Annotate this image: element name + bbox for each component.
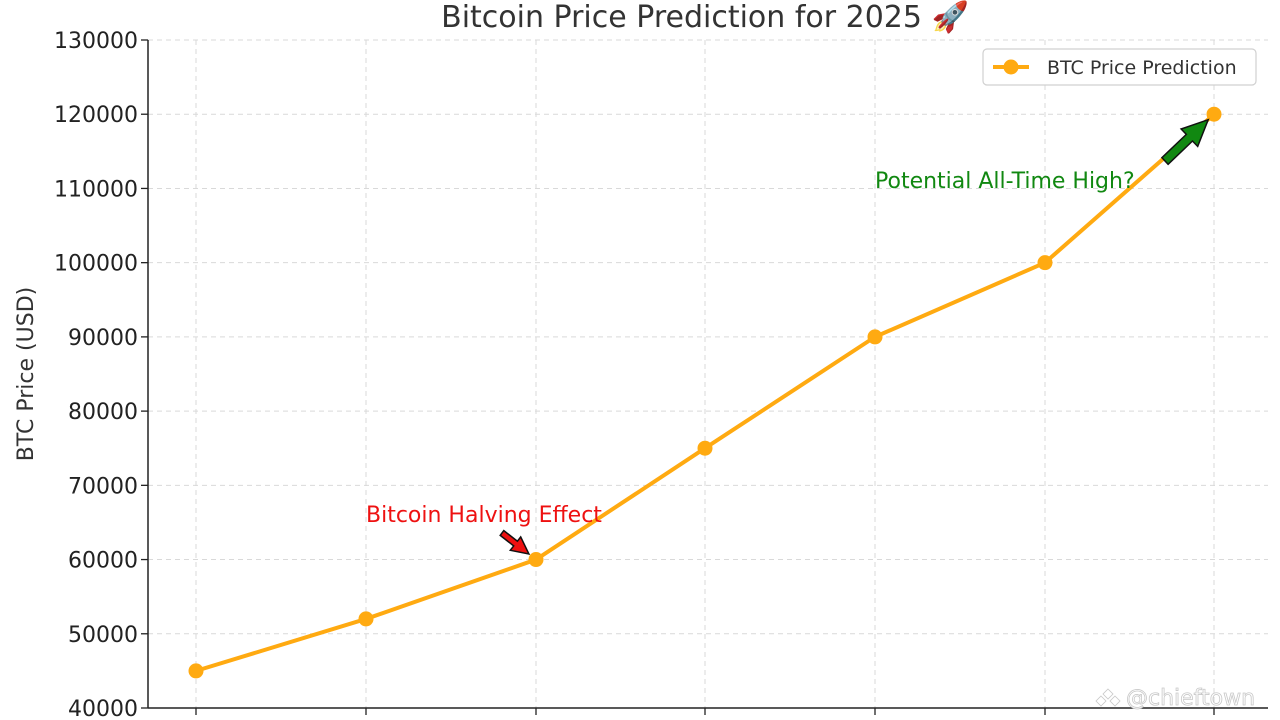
watermark: @chieftown [1095,686,1255,711]
y-tick-label: 90000 [68,326,138,351]
y-axis-label: BTC Price (USD) [14,287,39,461]
x-tick-label: Dec [1193,718,1236,720]
x-tick-label: May [513,718,558,720]
annotations: Bitcoin Halving Effect Potential All-Time… [366,118,1210,556]
series [188,106,1222,679]
annotation-arrow [499,529,531,556]
axes: 40000 50000 60000 70000 80000 90000 100000 1100… [54,29,1268,720]
y-tick-label: 110000 [54,177,138,202]
data-point [1206,106,1222,122]
y-tick-label: 130000 [54,29,138,54]
data-point [528,552,544,568]
annotation-text: Bitcoin Halving Effect [366,503,602,528]
y-tick-label: 120000 [54,103,138,128]
y-tick-label: 40000 [68,697,138,720]
y-tick-label: 70000 [68,474,138,499]
grid [148,39,1268,709]
x-tick-label: Jul [690,718,719,720]
legend-box [982,48,1257,86]
x-tick-label: Nov [1024,718,1067,720]
data-point [1037,255,1053,271]
y-tick-label: 80000 [68,400,138,425]
data-point [188,663,204,679]
legend-marker [1003,59,1019,75]
chart-title: Bitcoin Price Prediction for 2025 🚀 [441,0,969,35]
annotation-text: Potential All-Time High? [875,169,1135,194]
x-tick-label: Jan [177,718,213,720]
data-point [867,329,883,345]
y-tick-label: 50000 [68,623,138,648]
annotation-arrow [1160,118,1210,166]
x-tick-label: Sep [854,718,895,720]
y-tick-label: 60000 [68,549,138,574]
legend: BTC Price Prediction [982,48,1257,86]
data-point [697,440,713,456]
x-tick-label: Mar [345,718,387,720]
watermark-text: @chieftown [1126,686,1255,711]
y-tick-label: 100000 [54,252,138,277]
legend-label: BTC Price Prediction [1047,57,1237,79]
data-point [358,611,374,627]
four-diamonds-icon [1095,688,1121,707]
